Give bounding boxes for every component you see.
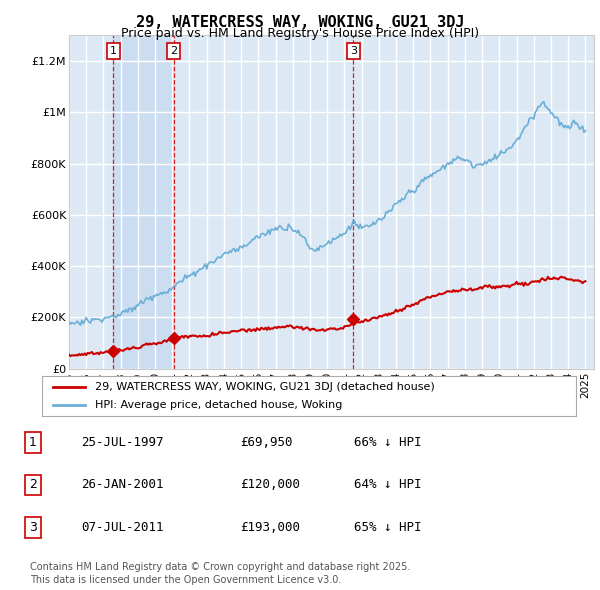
Text: HPI: Average price, detached house, Woking: HPI: Average price, detached house, Woki…	[95, 400, 343, 410]
Text: This data is licensed under the Open Government Licence v3.0.: This data is licensed under the Open Gov…	[30, 575, 341, 585]
Text: £120,000: £120,000	[240, 478, 300, 491]
Text: 1: 1	[29, 436, 37, 449]
Text: 64% ↓ HPI: 64% ↓ HPI	[354, 478, 421, 491]
Bar	[113, 35, 173, 369]
Text: 07-JUL-2011: 07-JUL-2011	[81, 521, 163, 534]
Text: Price paid vs. HM Land Registry's House Price Index (HPI): Price paid vs. HM Land Registry's House …	[121, 27, 479, 40]
Text: 65% ↓ HPI: 65% ↓ HPI	[354, 521, 421, 534]
Text: 66% ↓ HPI: 66% ↓ HPI	[354, 436, 421, 449]
Text: 26-JAN-2001: 26-JAN-2001	[81, 478, 163, 491]
Text: 29, WATERCRESS WAY, WOKING, GU21 3DJ (detached house): 29, WATERCRESS WAY, WOKING, GU21 3DJ (de…	[95, 382, 435, 392]
Text: Contains HM Land Registry data © Crown copyright and database right 2025.: Contains HM Land Registry data © Crown c…	[30, 562, 410, 572]
Text: 25-JUL-1997: 25-JUL-1997	[81, 436, 163, 449]
Text: 2: 2	[170, 46, 177, 56]
Text: 29, WATERCRESS WAY, WOKING, GU21 3DJ: 29, WATERCRESS WAY, WOKING, GU21 3DJ	[136, 15, 464, 30]
Text: 3: 3	[29, 521, 37, 534]
Text: £193,000: £193,000	[240, 521, 300, 534]
Text: £69,950: £69,950	[240, 436, 293, 449]
Text: 1: 1	[110, 46, 117, 56]
Text: 2: 2	[29, 478, 37, 491]
Text: 3: 3	[350, 46, 357, 56]
